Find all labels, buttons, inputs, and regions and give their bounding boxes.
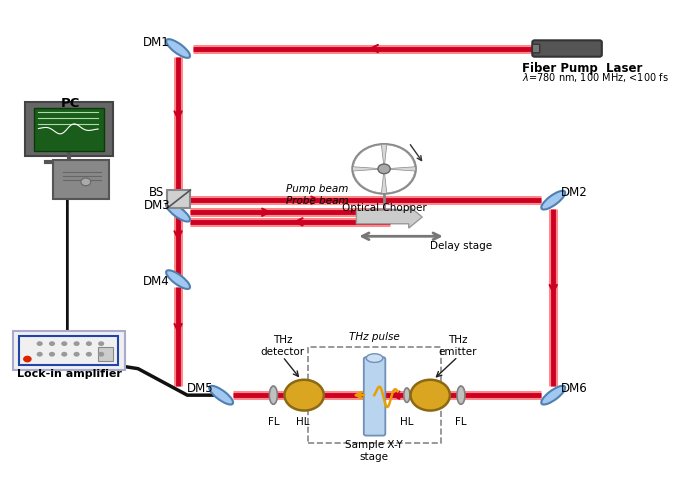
Ellipse shape (403, 388, 410, 402)
FancyBboxPatch shape (13, 331, 125, 370)
Text: FL: FL (268, 417, 279, 427)
Text: Pump beam: Pump beam (286, 185, 348, 194)
Circle shape (49, 341, 55, 346)
Circle shape (61, 341, 67, 346)
Wedge shape (353, 145, 384, 169)
FancyBboxPatch shape (532, 40, 602, 56)
Text: $\lambda$=780 nm, 100 MHz, <100 fs: $\lambda$=780 nm, 100 MHz, <100 fs (523, 71, 669, 84)
Circle shape (86, 352, 92, 356)
Circle shape (284, 380, 324, 411)
Ellipse shape (166, 39, 190, 58)
Text: Sample X-Y
stage: Sample X-Y stage (345, 440, 403, 462)
Ellipse shape (166, 203, 190, 222)
Ellipse shape (269, 386, 277, 404)
Circle shape (49, 352, 55, 356)
FancyArrow shape (356, 206, 422, 228)
Text: THz
detector: THz detector (260, 335, 305, 356)
Text: HL: HL (296, 417, 310, 427)
Text: Delay stage: Delay stage (430, 241, 492, 251)
Text: DM6: DM6 (561, 382, 588, 395)
Ellipse shape (209, 386, 233, 405)
Wedge shape (384, 169, 414, 193)
Circle shape (352, 144, 416, 194)
Circle shape (410, 380, 450, 411)
Circle shape (23, 356, 32, 362)
Text: Optical Chopper: Optical Chopper (342, 203, 427, 213)
Ellipse shape (366, 354, 383, 362)
Circle shape (73, 352, 79, 356)
FancyBboxPatch shape (364, 357, 386, 435)
FancyBboxPatch shape (34, 108, 104, 150)
FancyBboxPatch shape (532, 44, 540, 53)
FancyBboxPatch shape (98, 347, 114, 361)
Text: PC: PC (61, 96, 80, 110)
Circle shape (98, 352, 104, 356)
Ellipse shape (541, 191, 565, 209)
Text: BS: BS (149, 187, 164, 200)
Wedge shape (384, 145, 414, 169)
FancyBboxPatch shape (53, 160, 109, 199)
Ellipse shape (457, 386, 465, 404)
Circle shape (61, 352, 67, 356)
Text: DM3: DM3 (143, 200, 170, 212)
Text: THz
emitter: THz emitter (438, 335, 477, 356)
Text: THz pulse: THz pulse (349, 332, 399, 342)
Text: DM4: DM4 (143, 275, 170, 287)
Circle shape (81, 178, 90, 186)
Text: HL: HL (400, 417, 414, 427)
Wedge shape (353, 169, 384, 193)
Ellipse shape (541, 386, 565, 405)
Circle shape (36, 341, 42, 346)
FancyBboxPatch shape (167, 190, 190, 208)
Text: DM2: DM2 (561, 187, 588, 200)
Ellipse shape (166, 270, 190, 289)
Ellipse shape (300, 388, 306, 402)
Circle shape (86, 341, 92, 346)
Text: Lock-in amplifier: Lock-in amplifier (16, 369, 122, 379)
Text: FL: FL (455, 417, 466, 427)
Text: Fiber Pump  Laser: Fiber Pump Laser (523, 61, 643, 75)
Text: DM1: DM1 (143, 36, 170, 49)
Circle shape (36, 352, 42, 356)
Circle shape (73, 341, 79, 346)
Circle shape (378, 164, 390, 174)
Text: DM5: DM5 (186, 382, 213, 395)
Text: Probe beam: Probe beam (286, 196, 348, 206)
Circle shape (98, 341, 104, 346)
FancyBboxPatch shape (25, 102, 113, 156)
